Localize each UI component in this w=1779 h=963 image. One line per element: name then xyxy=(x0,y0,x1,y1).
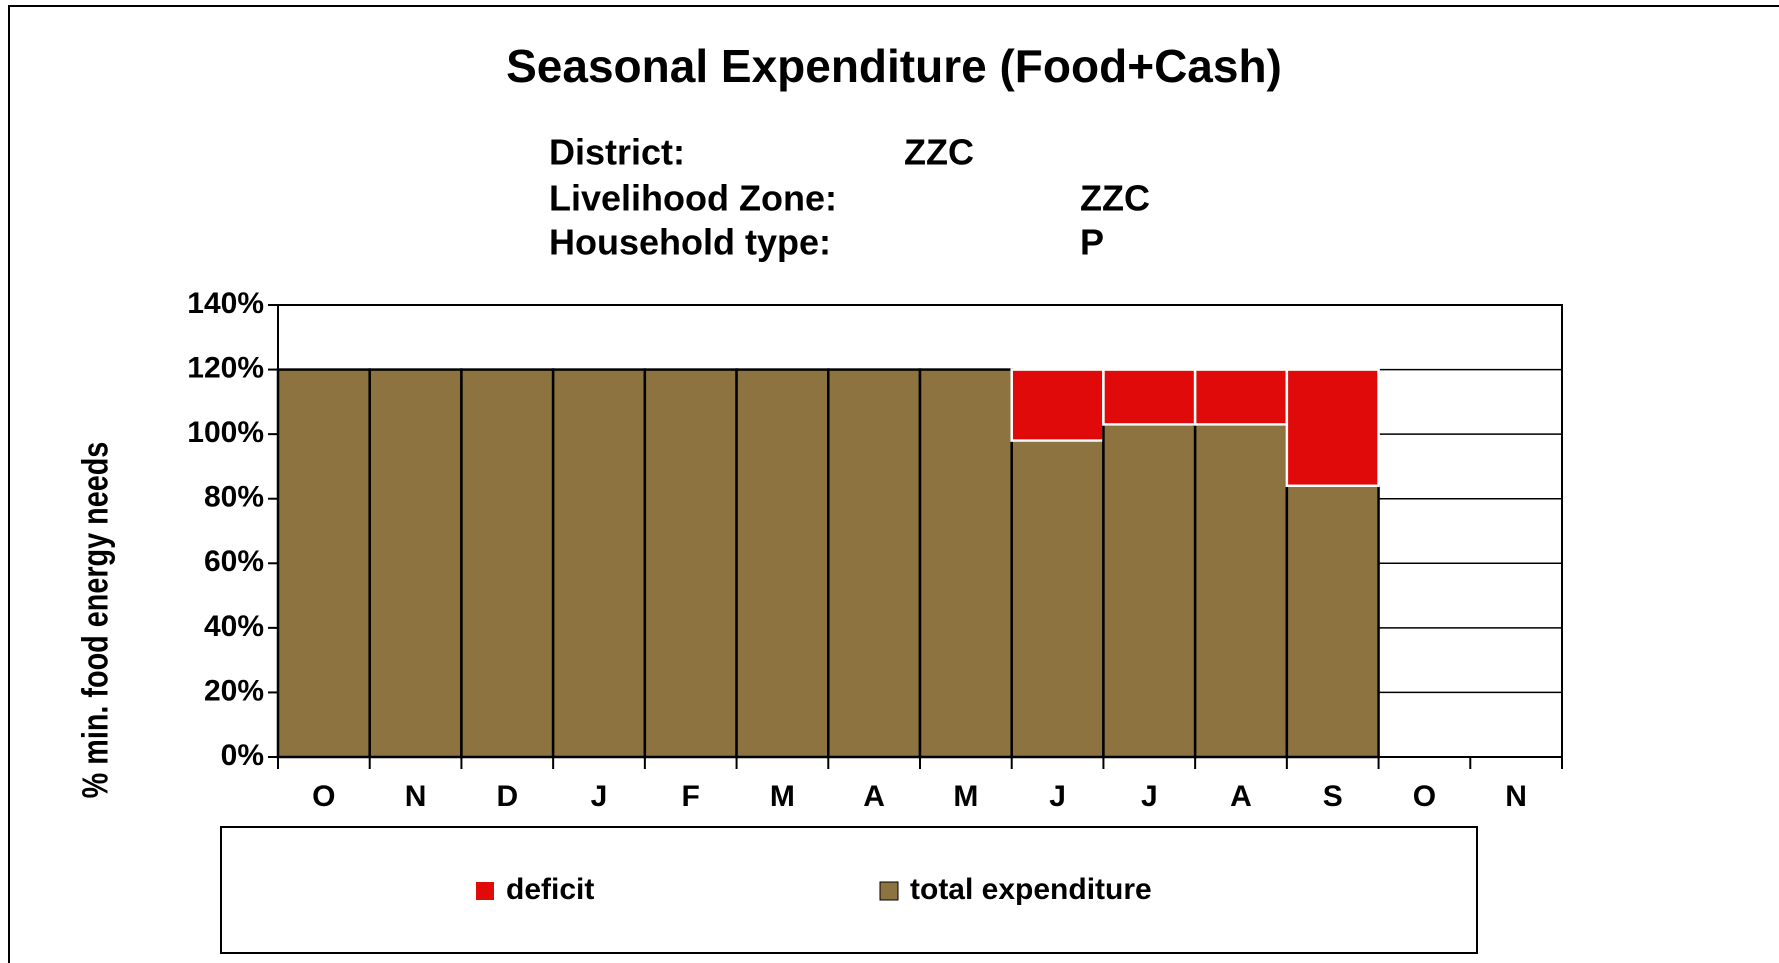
legend-swatch xyxy=(879,881,899,901)
subtitle-value: ZZC xyxy=(1080,178,1150,219)
x-tick-label: J xyxy=(1141,780,1158,813)
subtitle-label: District: xyxy=(549,132,685,173)
bar xyxy=(368,368,463,759)
frame xyxy=(8,5,1779,963)
subtitle-value: P xyxy=(1080,222,1104,263)
y-tick-label: 40% xyxy=(204,610,264,643)
y-tick-label: 20% xyxy=(204,674,264,707)
x-tick-label: J xyxy=(1049,780,1066,813)
bar xyxy=(827,368,922,759)
bar xyxy=(735,368,830,759)
y-tick-label: 120% xyxy=(187,351,264,384)
legend-label: deficit xyxy=(506,873,594,906)
x-tick-label: D xyxy=(496,780,518,813)
x-tick-label: J xyxy=(591,780,608,813)
bar xyxy=(1102,423,1197,759)
bar xyxy=(460,368,555,759)
subtitle-value: ZZC xyxy=(904,132,974,173)
chart-title: Seasonal Expenditure (Food+Cash) xyxy=(506,40,1282,92)
y-tick-label: 80% xyxy=(204,481,264,514)
x-tick-label: M xyxy=(953,780,978,813)
x-tick-label: O xyxy=(312,780,335,813)
subtitle-label: Livelihood Zone: xyxy=(549,178,837,219)
x-tick-label: O xyxy=(1413,780,1436,813)
legend-label: total expenditure xyxy=(910,873,1152,906)
x-tick-label: A xyxy=(863,780,885,813)
x-tick-label: N xyxy=(405,780,427,813)
bar xyxy=(276,368,371,759)
legend-box xyxy=(220,826,1478,954)
legend-swatch xyxy=(476,882,494,900)
bar xyxy=(918,368,1013,759)
bar xyxy=(1102,368,1197,426)
x-tick-label: F xyxy=(682,780,700,813)
bar xyxy=(1010,368,1105,442)
bar xyxy=(551,368,647,759)
y-tick-label: 0% xyxy=(221,739,264,772)
bar xyxy=(1285,368,1380,488)
bar xyxy=(643,368,738,759)
x-tick-label: S xyxy=(1323,780,1343,813)
bar xyxy=(1193,368,1289,426)
subtitle-label: Household type: xyxy=(549,222,831,263)
y-tick-label: 140% xyxy=(187,287,264,320)
x-tick-label: M xyxy=(770,780,795,813)
bar xyxy=(1285,484,1380,759)
x-tick-label: N xyxy=(1505,780,1527,813)
y-tick-label: 60% xyxy=(204,545,264,578)
bar xyxy=(1010,439,1105,759)
y-axis-label: % min. food energy needs xyxy=(74,442,115,799)
x-tick-label: A xyxy=(1230,780,1252,813)
bar xyxy=(1193,423,1289,759)
y-tick-label: 100% xyxy=(187,416,264,449)
